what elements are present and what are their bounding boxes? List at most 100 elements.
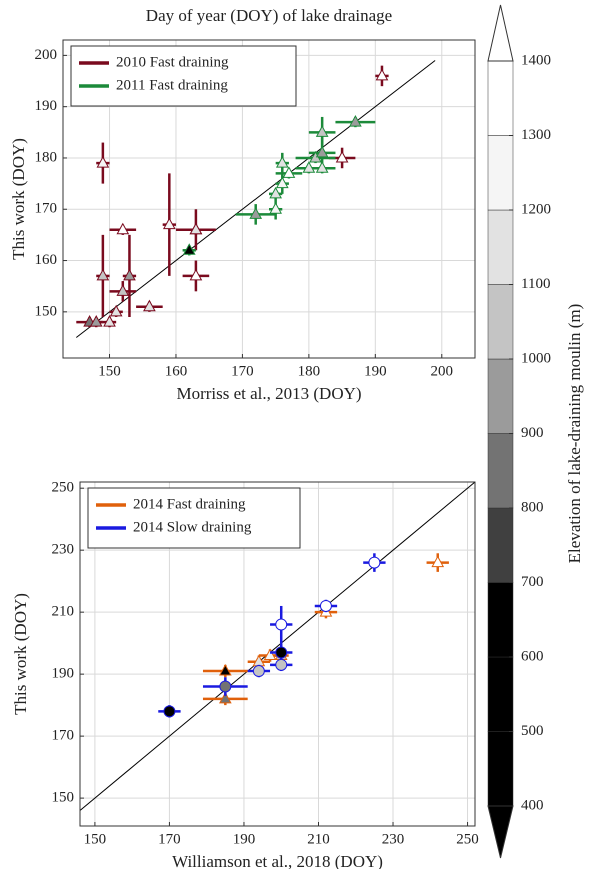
point xyxy=(252,665,265,678)
colorbar-band xyxy=(487,135,514,211)
point xyxy=(315,145,329,158)
y-tick-label: 150 xyxy=(52,790,75,806)
points xyxy=(76,65,389,328)
identity-line xyxy=(79,481,476,811)
colorbar-tick-label: 1300 xyxy=(521,127,551,143)
colorbar-tick-label: 600 xyxy=(521,648,544,664)
y-axis-label: This work (DOY) xyxy=(9,138,28,260)
point xyxy=(315,125,329,137)
colorbar-extension xyxy=(487,805,514,859)
x-tick-label: 200 xyxy=(431,363,454,379)
point xyxy=(319,599,332,612)
colorbar-tick-label: 700 xyxy=(521,574,544,590)
point xyxy=(263,648,277,661)
point xyxy=(143,299,156,312)
legend-box xyxy=(87,487,301,549)
colorbar-band xyxy=(487,284,514,360)
x-tick-label: 230 xyxy=(382,831,405,847)
legend-label: 2010 Fast draining xyxy=(116,54,229,70)
point xyxy=(275,646,288,659)
x-tick-label: 160 xyxy=(165,363,188,379)
x-tick-label: 170 xyxy=(231,363,254,379)
colorbar-band xyxy=(487,656,514,732)
point xyxy=(275,658,288,671)
x-tick-label: 150 xyxy=(84,831,107,847)
colorbar-tick-label: 500 xyxy=(521,723,544,739)
axes-frame xyxy=(62,39,476,359)
point xyxy=(269,186,282,199)
point xyxy=(219,680,232,693)
y-tick-label: 170 xyxy=(35,201,58,217)
point xyxy=(269,202,282,214)
legend-label: 2011 Fast draining xyxy=(116,77,228,93)
point xyxy=(189,268,203,281)
colorbar-extension xyxy=(487,4,514,62)
y-tick-label: 160 xyxy=(35,252,58,268)
points xyxy=(158,553,449,718)
colorbar-tick-label: 1000 xyxy=(521,350,551,366)
colorbar-band xyxy=(487,358,514,434)
point xyxy=(163,705,176,718)
point xyxy=(375,68,389,81)
legend-label: 2014 Fast draining xyxy=(133,496,246,512)
point xyxy=(282,166,296,178)
y-tick-label: 170 xyxy=(52,728,75,744)
colorbar-band xyxy=(487,507,514,583)
colorbar-tick-label: 800 xyxy=(521,499,544,515)
x-axis-label: Morriss et al., 2013 (DOY) xyxy=(176,384,361,403)
point xyxy=(275,156,289,168)
y-tick-label: 200 xyxy=(35,47,58,63)
y-tick-label: 180 xyxy=(35,149,58,165)
point xyxy=(116,222,130,235)
point xyxy=(302,161,316,173)
legend-label: 2014 Slow draining xyxy=(133,519,252,535)
colorbar-band xyxy=(487,60,514,136)
colorbar-band xyxy=(487,582,514,658)
colorbar-tick-label: 400 xyxy=(521,797,544,813)
y-tick-label: 250 xyxy=(52,480,75,496)
x-tick-label: 170 xyxy=(158,831,181,847)
point xyxy=(315,161,329,173)
point xyxy=(218,664,232,676)
colorbar-band xyxy=(487,731,514,807)
point xyxy=(249,207,263,219)
point xyxy=(96,268,110,281)
x-tick-label: 210 xyxy=(307,831,330,847)
y-tick-label: 190 xyxy=(52,666,75,682)
y-axis-label: This work (DOY) xyxy=(11,593,30,715)
colorbar-band xyxy=(487,433,514,509)
colorbar-label: Elevation of lake-draining moulin (m) xyxy=(565,304,584,564)
colorbar-tick-label: 1200 xyxy=(521,201,551,217)
legend-box xyxy=(70,45,297,107)
x-axis-label: Williamson et al., 2018 (DOY) xyxy=(172,852,383,869)
point xyxy=(275,176,289,189)
point xyxy=(349,115,362,127)
point xyxy=(182,243,196,255)
colorbar-tick-label: 900 xyxy=(521,425,544,441)
x-tick-label: 190 xyxy=(364,363,387,379)
x-tick-label: 180 xyxy=(298,363,321,379)
point xyxy=(109,304,123,317)
chart-title: Day of year (DOY) of lake drainage xyxy=(146,6,392,25)
y-tick-label: 150 xyxy=(35,303,58,319)
point xyxy=(218,691,232,704)
point xyxy=(123,268,136,281)
x-tick-label: 150 xyxy=(98,363,121,379)
colorbar-tick-label: 1400 xyxy=(521,52,551,68)
x-tick-label: 250 xyxy=(456,831,479,847)
y-tick-label: 190 xyxy=(35,98,58,114)
axes-frame xyxy=(79,481,476,827)
point xyxy=(103,315,116,327)
y-tick-label: 210 xyxy=(52,604,75,620)
colorbar-band xyxy=(487,209,514,285)
point xyxy=(162,217,176,230)
point xyxy=(189,222,203,235)
point xyxy=(89,315,103,327)
point xyxy=(96,156,110,168)
point xyxy=(335,150,349,163)
y-tick-label: 230 xyxy=(52,542,75,558)
colorbar-tick-label: 1100 xyxy=(521,276,550,292)
x-tick-label: 190 xyxy=(233,831,256,847)
point xyxy=(275,618,288,631)
